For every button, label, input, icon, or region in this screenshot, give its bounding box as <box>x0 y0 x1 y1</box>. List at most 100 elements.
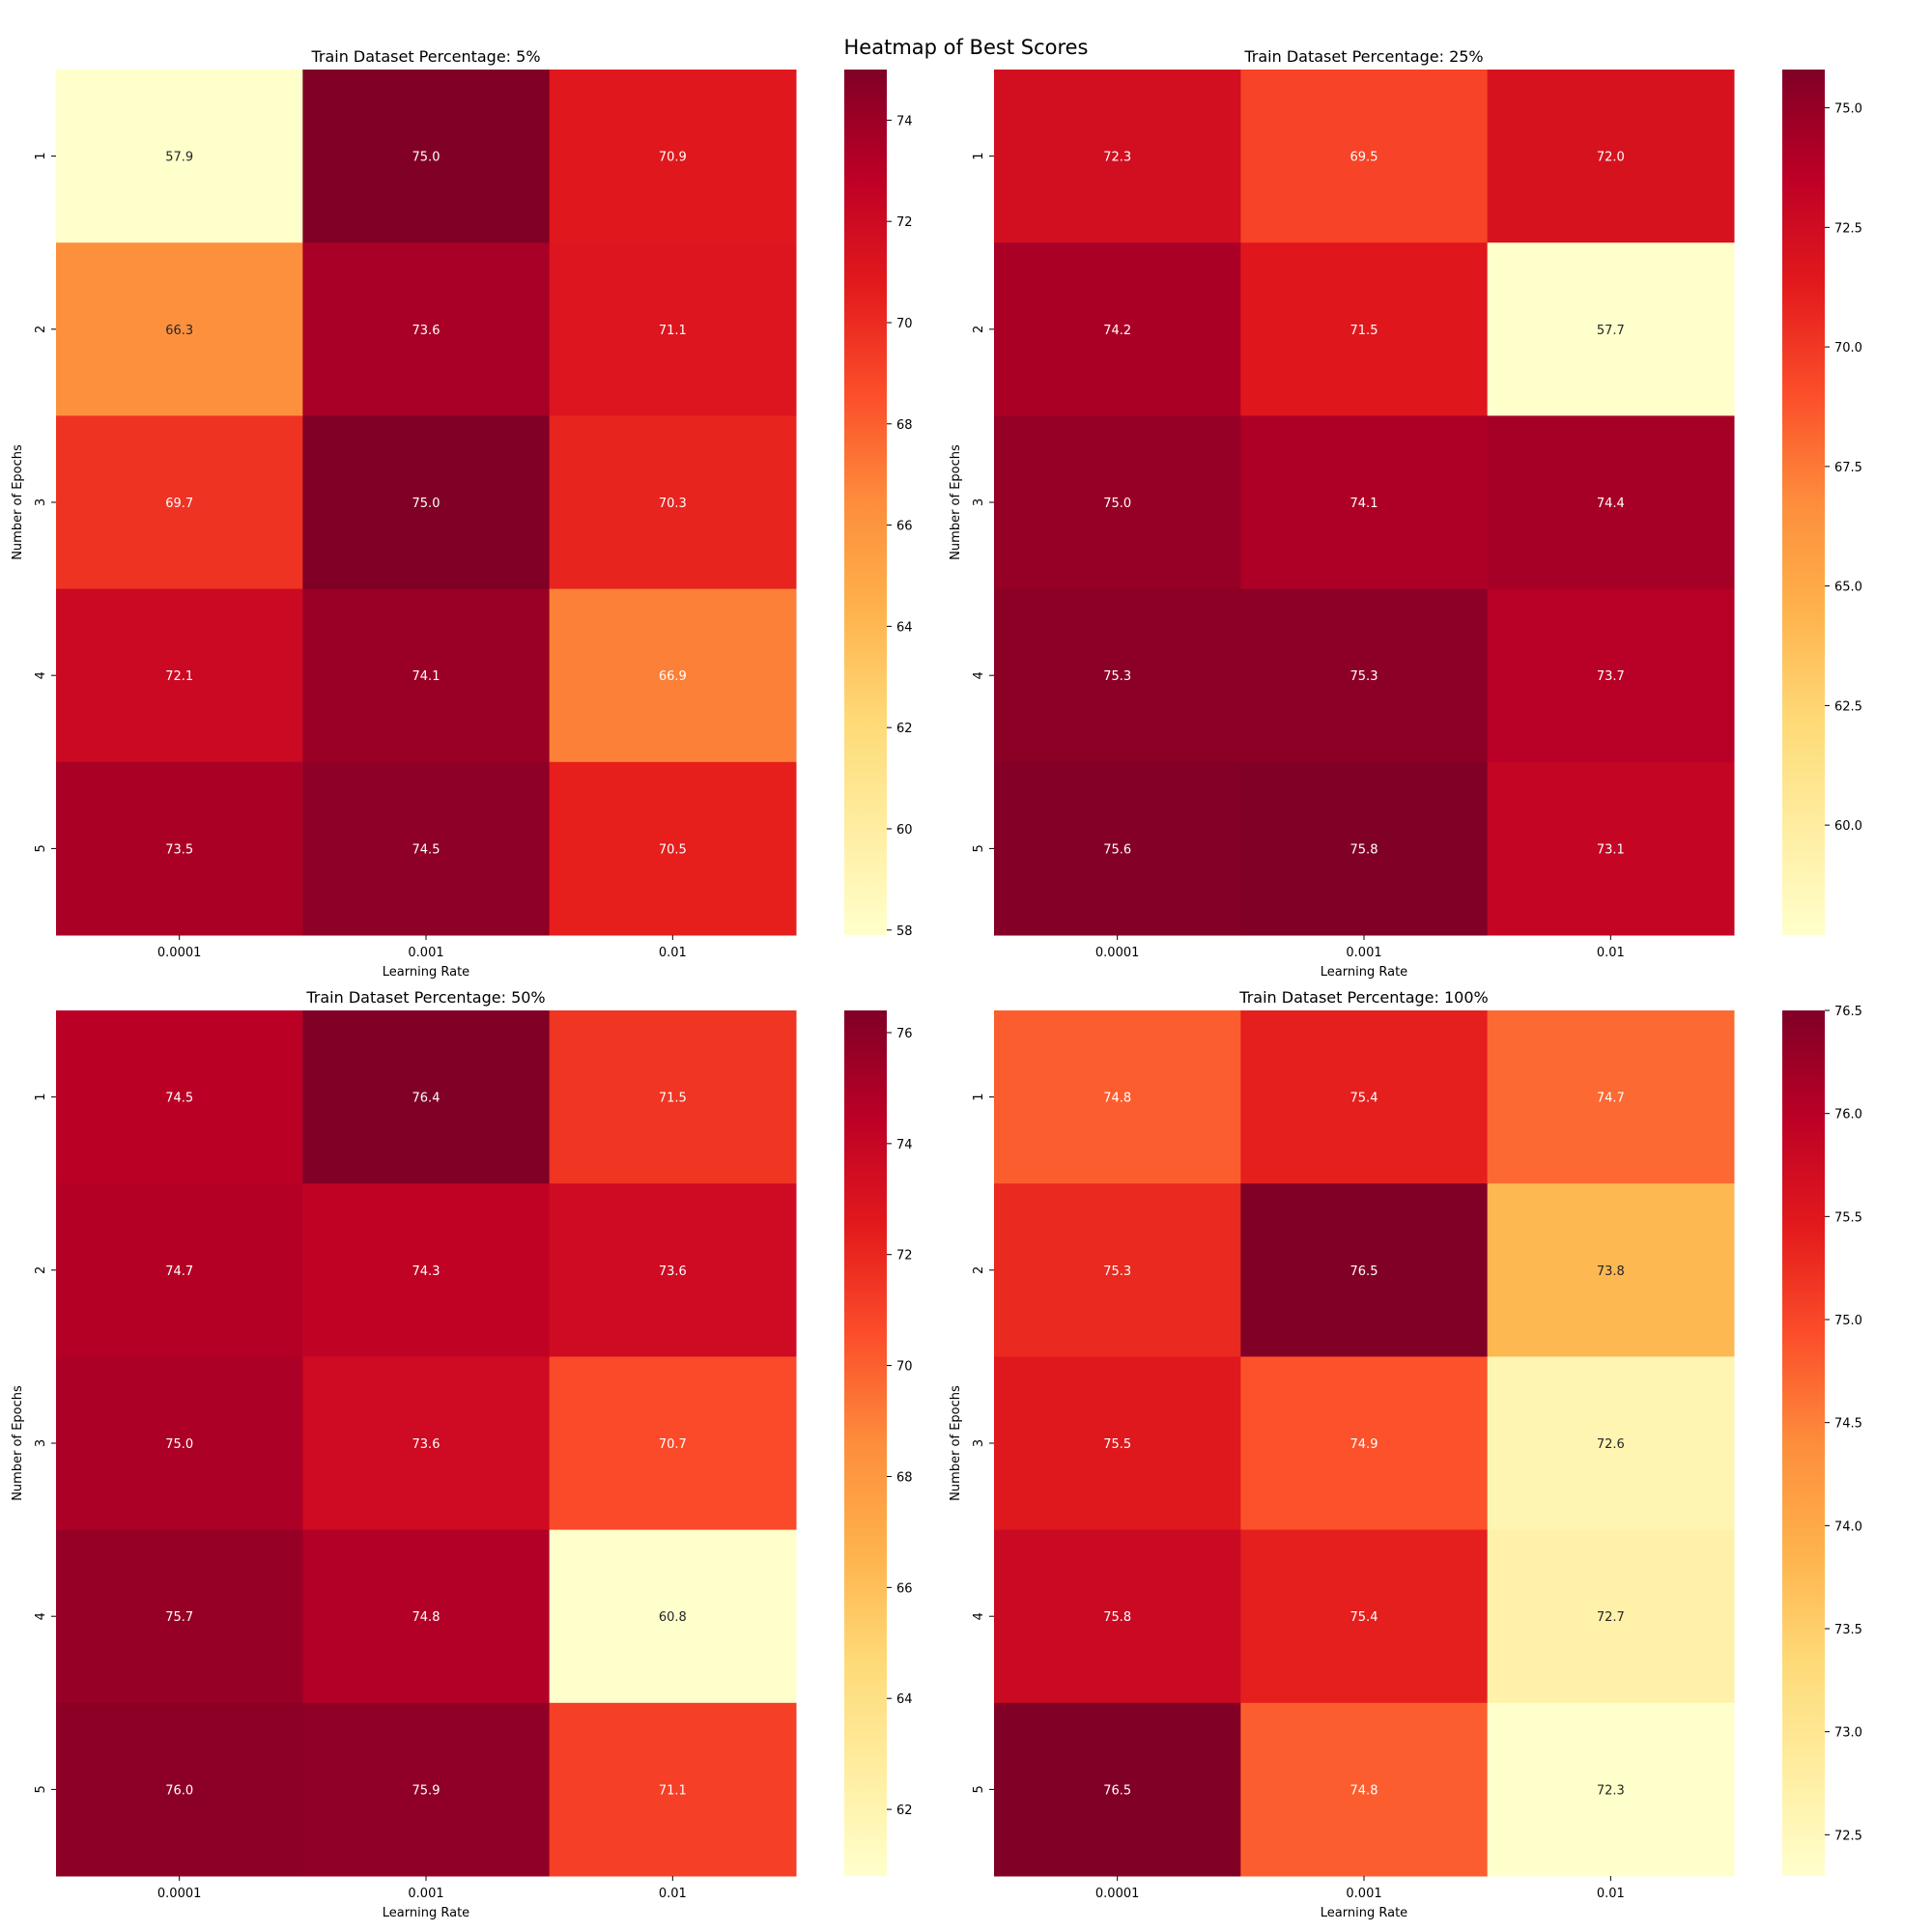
colorbar-tick-label: 73.5 <box>1834 1623 1862 1637</box>
colorbar-tick-label: 67.5 <box>1834 461 1862 475</box>
heatmap-cell <box>302 1702 551 1877</box>
x-axis-label: Learning Rate <box>383 1906 469 1920</box>
heatmap-panel-3: Train Dataset Percentage: 50% 74.5 76.4 71.… <box>11 988 913 1920</box>
cell-value-label: 75.0 <box>165 1437 193 1452</box>
heatmap-panel-1: Train Dataset Percentage: 5% 57.9 75.0 70.9… <box>11 47 913 980</box>
x-tick-label: 0.01 <box>659 946 687 960</box>
colorbar-tick-label: 60.0 <box>1834 819 1862 834</box>
y-axis-label: Number of Epochs <box>949 444 963 560</box>
heatmap-cell <box>56 761 303 936</box>
colorbar-tick-label: 68 <box>896 1470 913 1485</box>
colorbar-tick-label: 72 <box>896 215 913 230</box>
x-tick-label: 0.001 <box>1346 946 1381 960</box>
heatmap-cell <box>994 761 1241 936</box>
heatmap-cell <box>302 588 551 763</box>
y-tick-label: 2 <box>34 326 48 333</box>
y-tick-label: 3 <box>972 1439 986 1447</box>
heatmap-cell <box>1487 70 1735 243</box>
cell-value-label: 75.4 <box>1350 1092 1378 1106</box>
cell-value-label: 75.3 <box>1103 669 1131 684</box>
y-tick-label: 4 <box>34 671 48 679</box>
y-tick-label: 4 <box>972 1612 986 1620</box>
heatmap-cell <box>56 1702 303 1877</box>
cell-value-label: 73.6 <box>412 1437 440 1452</box>
heatmap-cell <box>549 70 797 243</box>
heatmap-cell <box>302 761 551 936</box>
heatmap-cell <box>302 1010 551 1184</box>
cell-value-label: 71.1 <box>659 324 687 338</box>
heatmap-cell <box>56 1010 303 1184</box>
cell-value-label: 71.5 <box>659 1092 687 1106</box>
colorbar <box>844 70 887 935</box>
heatmap-cell <box>549 1010 797 1184</box>
heatmap-cell <box>56 1356 303 1531</box>
heatmap-cell <box>1240 588 1489 763</box>
cell-value-label: 74.8 <box>412 1610 440 1625</box>
heatmap-cell <box>994 242 1241 416</box>
cell-value-label: 73.6 <box>659 1264 687 1279</box>
cell-value-label: 70.5 <box>659 842 687 857</box>
cell-value-label: 74.5 <box>412 842 440 857</box>
heatmap-cell <box>1487 1702 1735 1877</box>
colorbar-tick-label: 74.0 <box>1834 1520 1862 1534</box>
colorbar-tick-label: 76.5 <box>1834 1005 1862 1019</box>
heatmap-cell <box>1487 588 1735 763</box>
cell-value-label: 70.9 <box>659 151 687 165</box>
colorbar-tick-label: 64 <box>896 1692 913 1707</box>
cell-value-label: 75.3 <box>1103 1264 1131 1279</box>
panel-title: Train Dataset Percentage: 5% <box>310 47 540 66</box>
y-tick-label: 1 <box>972 152 986 159</box>
heatmap-panels: Train Dataset Percentage: 5% 57.9 75.0 70.9… <box>11 47 1862 1920</box>
y-tick-label: 1 <box>34 1093 48 1100</box>
panel-title: Train Dataset Percentage: 50% <box>305 988 545 1007</box>
x-tick-label: 0.0001 <box>157 946 202 960</box>
heatmap-cell <box>1240 70 1489 243</box>
heatmap-cell <box>1240 1183 1489 1357</box>
colorbar-tick-label: 64 <box>896 620 913 635</box>
heatmap-cell <box>1487 415 1735 590</box>
heatmap-cell <box>302 242 551 416</box>
cell-value-label: 74.3 <box>412 1264 440 1279</box>
heatmap-cell <box>1240 1529 1489 1704</box>
colorbar-tick-label: 75.5 <box>1834 1210 1862 1225</box>
cell-value-label: 75.9 <box>412 1783 440 1798</box>
colorbar-tick-label: 75.0 <box>1834 1314 1862 1328</box>
cell-value-label: 73.8 <box>1597 1264 1625 1279</box>
panel-title: Train Dataset Percentage: 100% <box>1238 988 1488 1007</box>
y-tick-label: 5 <box>972 1785 986 1793</box>
colorbar-tick-label: 66 <box>896 520 913 534</box>
colorbar-tick-label: 74.5 <box>1834 1417 1862 1432</box>
cell-value-label: 75.8 <box>1350 842 1378 857</box>
x-tick-label: 0.01 <box>1597 1887 1625 1901</box>
colorbar-tick-label: 60 <box>896 823 913 838</box>
cell-value-label: 74.8 <box>1350 1783 1378 1798</box>
heatmap-cell <box>56 415 303 590</box>
x-tick-label: 0.001 <box>1346 1887 1381 1901</box>
colorbar-tick-label: 74 <box>896 114 913 128</box>
heatmap-cell <box>1487 242 1735 416</box>
cell-value-label: 74.5 <box>165 1092 193 1106</box>
heatmap-cell <box>1487 1183 1735 1357</box>
cell-value-label: 74.1 <box>412 669 440 684</box>
cell-value-label: 69.7 <box>165 497 193 511</box>
cell-value-label: 76.5 <box>1350 1264 1378 1279</box>
cell-value-label: 74.7 <box>1597 1092 1625 1106</box>
colorbar-tick-label: 70.0 <box>1834 341 1862 355</box>
colorbar-tick-label: 68 <box>896 418 913 433</box>
cell-value-label: 60.8 <box>659 1610 687 1625</box>
cell-value-label: 72.3 <box>1103 151 1131 165</box>
cell-value-label: 70.7 <box>659 1437 687 1452</box>
colorbar-tick-label: 62 <box>896 722 913 736</box>
colorbar-tick-label: 73.0 <box>1834 1726 1862 1741</box>
cell-value-label: 73.6 <box>412 324 440 338</box>
x-tick-label: 0.0001 <box>1095 946 1140 960</box>
heatmap-cell <box>1487 761 1735 936</box>
y-tick-label: 5 <box>34 1785 48 1793</box>
y-tick-label: 2 <box>34 1266 48 1274</box>
y-tick-label: 4 <box>972 671 986 679</box>
colorbar-tick-label: 58 <box>896 924 913 939</box>
cell-value-label: 72.1 <box>165 669 193 684</box>
heatmap-cell <box>994 1529 1241 1704</box>
y-tick-label: 2 <box>972 1266 986 1274</box>
heatmap-cell <box>549 1356 797 1531</box>
